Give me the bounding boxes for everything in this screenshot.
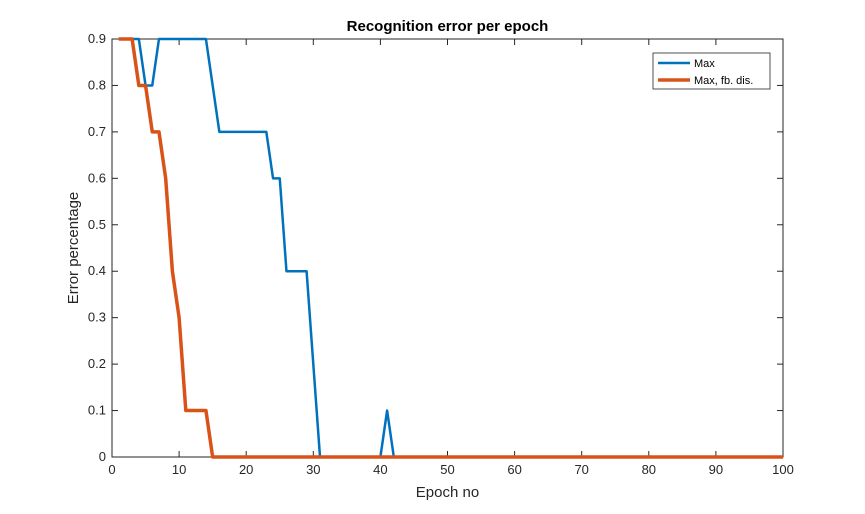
x-axis-label: Epoch no <box>416 484 479 501</box>
y-tick-label: 0.3 <box>88 310 106 325</box>
legend-box <box>652 52 771 90</box>
y-axis-ticks: 0 0.1 0.2 0.3 0.4 0.5 0.6 0.7 0.8 0.9 <box>88 31 783 464</box>
series-line-1 <box>118 37 783 459</box>
y-tick-label: 0.6 <box>88 170 106 185</box>
legend-label-max-fb-dis: Max, fb. dis. <box>694 75 753 87</box>
x-tick-label: 10 <box>172 462 186 477</box>
x-tick-label: 50 <box>440 462 454 477</box>
y-tick-label: 0.1 <box>88 403 106 418</box>
y-axis-label: Error percentage <box>65 192 82 305</box>
y-tick-label: 0.8 <box>88 77 106 92</box>
legend-label-max: Max <box>694 58 715 70</box>
x-tick-label: 40 <box>373 462 387 477</box>
y-tick-label: 0.9 <box>88 31 106 46</box>
x-tick-label: 70 <box>574 462 588 477</box>
legend: Max Max, fb. dis. <box>652 52 771 90</box>
plot-area <box>111 38 784 458</box>
x-tick-label: 60 <box>507 462 521 477</box>
x-tick-label: 90 <box>709 462 723 477</box>
x-tick-label: 30 <box>306 462 320 477</box>
x-tick-label: 20 <box>239 462 253 477</box>
y-tick-label: 0 <box>99 449 106 464</box>
y-tick-label: 0.7 <box>88 124 106 139</box>
y-tick-label: 0.2 <box>88 356 106 371</box>
y-tick-label: 0.5 <box>88 217 106 232</box>
series-lines <box>118 37 783 459</box>
x-tick-label: 100 <box>772 462 794 477</box>
y-tick-label: 0.4 <box>88 263 106 278</box>
chart-title: Recognition error per epoch <box>347 18 549 35</box>
x-tick-label: 80 <box>642 462 656 477</box>
x-tick-label: 0 <box>108 462 115 477</box>
